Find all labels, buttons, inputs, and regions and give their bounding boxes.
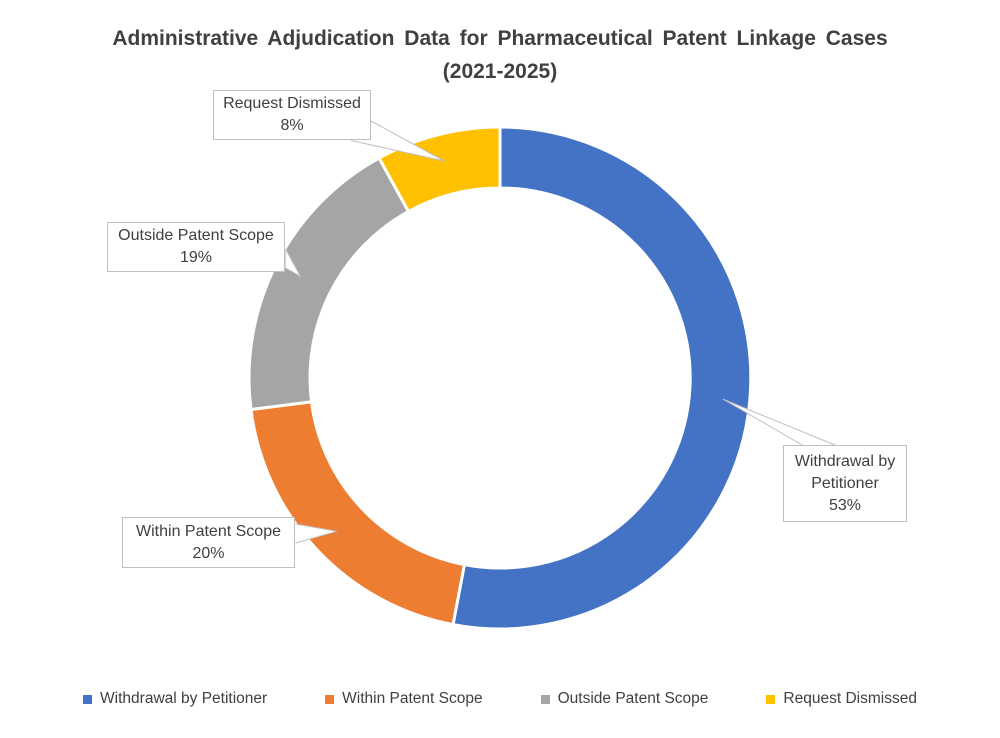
donut-slice-within-patent-scope bbox=[249, 400, 467, 627]
chart-title: Administrative Adjudication Data for Pha… bbox=[0, 22, 1000, 88]
legend-item-outside-patent-scope: Outside Patent Scope bbox=[540, 690, 709, 708]
callout-leader-request-dismissed bbox=[350, 120, 445, 162]
legend-swatch-orange-icon bbox=[325, 694, 335, 704]
data-label-percent: 53% bbox=[828, 496, 862, 514]
data-label-request-dismissed: Request Dismissed 8% bbox=[213, 90, 371, 140]
data-label-text: Within Patent Scope bbox=[136, 522, 281, 540]
legend-item-within-patent-scope: Within Patent Scope bbox=[325, 690, 483, 708]
data-label-percent: 8% bbox=[280, 117, 304, 134]
data-label-withdrawal-by-petitioner: Withdrawal by Petitioner 53% bbox=[783, 445, 907, 522]
chart-legend: Withdrawal by Petitioner Within Patent S… bbox=[0, 690, 1000, 708]
legend-swatch-gray-icon bbox=[540, 694, 550, 704]
data-label-text: Outside Patent Scope bbox=[118, 227, 274, 244]
legend-label: Outside Patent Scope bbox=[557, 690, 709, 707]
chart-title-line2: (2021-2025) bbox=[442, 60, 558, 83]
chart-title-line1: Administrative Adjudication Data for Pha… bbox=[112, 27, 888, 50]
donut-slice-outside-patent-scope bbox=[247, 155, 411, 412]
callout-leader-within-patent-scope bbox=[295, 523, 337, 544]
data-label-text: Request Dismissed bbox=[223, 95, 361, 112]
data-label-outside-patent-scope: Outside Patent Scope 19% bbox=[107, 222, 285, 272]
donut-slice-withdrawal-by-petitioner bbox=[451, 125, 753, 631]
data-label-percent: 20% bbox=[192, 544, 225, 562]
data-label-percent: 19% bbox=[179, 249, 213, 266]
legend-item-request-dismissed: Request Dismissed bbox=[766, 690, 917, 708]
data-label-text: Withdrawal by Petitioner bbox=[794, 452, 896, 492]
legend-item-withdrawal-by-petitioner: Withdrawal by Petitioner bbox=[83, 690, 267, 708]
legend-swatch-yellow-icon bbox=[766, 694, 776, 704]
legend-swatch-blue-icon bbox=[83, 694, 93, 704]
legend-label: Request Dismissed bbox=[783, 690, 917, 707]
data-label-within-patent-scope: Within Patent Scope 20% bbox=[122, 517, 295, 568]
callout-leader-outside-patent-scope bbox=[285, 248, 302, 278]
callout-leader-withdrawal-by-petitioner bbox=[722, 398, 837, 446]
legend-label: Withdrawal by Petitioner bbox=[100, 690, 268, 707]
legend-label: Within Patent Scope bbox=[342, 690, 483, 707]
